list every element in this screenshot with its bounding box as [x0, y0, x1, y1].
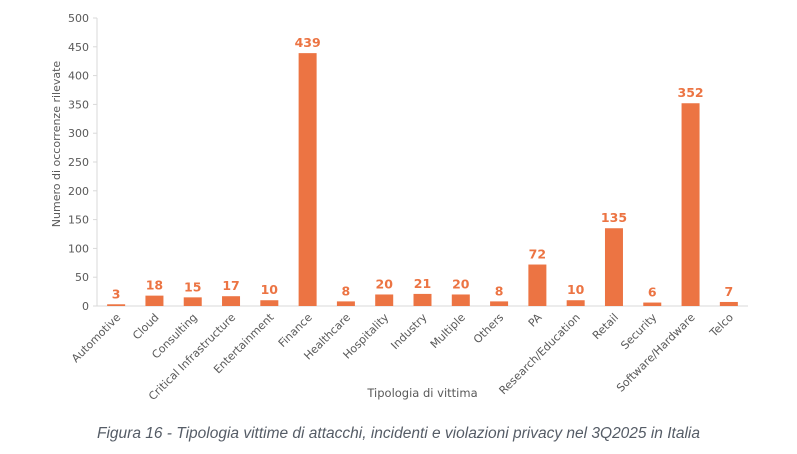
data-label: 10: [567, 282, 585, 297]
y-tick-label: 0: [82, 300, 89, 313]
y-axis: 0 50 100 150 200 250 300 350 400 450 500: [68, 12, 98, 313]
y-tick-label: 350: [68, 98, 89, 111]
y-tick-label: 500: [68, 12, 89, 25]
bar: [451, 294, 470, 306]
bar: [566, 300, 585, 306]
figure-caption: Figura 16 - Tipologia vittime di attacch…: [97, 425, 700, 442]
bar: [528, 264, 547, 306]
bar: [222, 296, 241, 306]
data-label: 20: [452, 276, 470, 291]
data-label: 10: [261, 282, 279, 297]
x-tick-label: Automotive: [69, 311, 123, 365]
y-axis-title: Numero di occorrenze rilevate: [50, 61, 63, 228]
value-labels: 3 18 15 17 10 439 8 20 21 20 8 72 10 135 6 352 7: [112, 35, 733, 301]
bar: [604, 228, 623, 306]
bar-chart: 0 50 100 150 200 250 300 350 400 450 500 3 18 15 17 10…: [50, 12, 748, 403]
data-label: 135: [601, 210, 627, 225]
x-tick-label: Multiple: [428, 311, 468, 351]
data-label: 17: [222, 278, 239, 293]
data-label: 8: [342, 283, 351, 298]
x-tick-label: PA: [526, 311, 545, 330]
data-label: 3: [112, 286, 121, 301]
data-label: 15: [184, 279, 201, 294]
data-label: 72: [529, 247, 546, 262]
bar: [260, 300, 279, 306]
bar: [375, 294, 394, 306]
x-tick-label: Industry: [388, 311, 430, 353]
y-tick-label: 400: [68, 70, 89, 83]
x-tick-label: Telco: [707, 311, 737, 341]
bars: [107, 53, 738, 306]
x-tick-label: Others: [471, 311, 507, 347]
y-tick-label: 100: [68, 242, 89, 255]
data-label: 6: [648, 285, 657, 300]
x-tick-label: Cloud: [130, 311, 161, 342]
y-tick-label: 200: [68, 185, 89, 198]
bar: [413, 293, 432, 306]
x-axis-title: Tipologia di vittima: [366, 386, 477, 400]
data-label: 20: [376, 276, 394, 291]
y-tick-label: 50: [75, 271, 89, 284]
bar: [681, 103, 700, 306]
x-tick-label: Retail: [590, 311, 621, 342]
bar: [336, 301, 355, 306]
data-label: 18: [146, 278, 163, 293]
bar: [183, 297, 202, 306]
bar: [298, 53, 317, 306]
bar: [643, 302, 662, 306]
bar: [719, 301, 738, 306]
y-tick-label: 250: [68, 156, 89, 169]
y-tick-label: 150: [68, 214, 89, 227]
bar: [107, 304, 126, 306]
y-tick-label: 300: [68, 127, 89, 140]
bar: [145, 295, 164, 306]
data-label: 352: [678, 85, 704, 100]
data-label: 8: [495, 283, 504, 298]
data-label: 439: [295, 35, 321, 50]
bar: [490, 301, 509, 306]
data-label: 7: [725, 284, 734, 299]
x-tick-label: Finance: [276, 311, 315, 350]
y-tick-label: 450: [68, 41, 89, 54]
data-label: 21: [414, 276, 431, 291]
